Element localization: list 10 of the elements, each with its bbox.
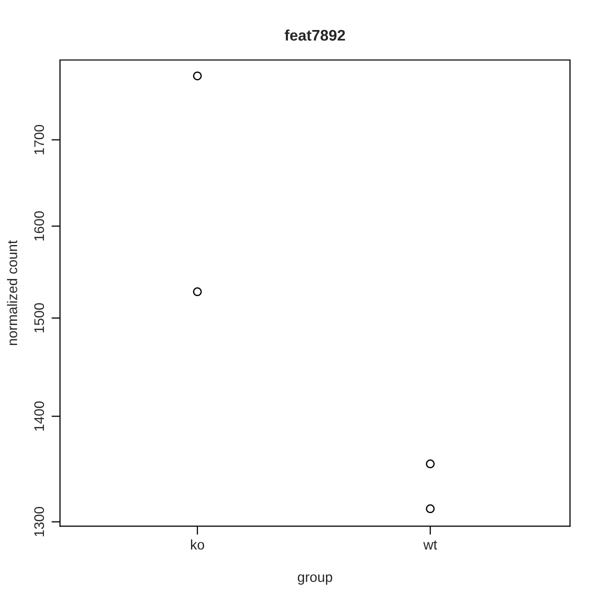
chart-title: feat7892 [284,29,345,41]
x-tick-label: ko [191,539,204,550]
y-tick-label: 1300 [34,506,44,536]
x-tick-label: wt [423,540,438,550]
y-tick-label: 1500 [34,303,44,332]
y-tick-label: 1600 [34,211,44,241]
x-axis-title: group [298,574,332,585]
y-tick-label: 1700 [34,124,44,154]
y-axis-title: normalized count [7,240,18,346]
y-tick-label: 1400 [34,401,44,431]
